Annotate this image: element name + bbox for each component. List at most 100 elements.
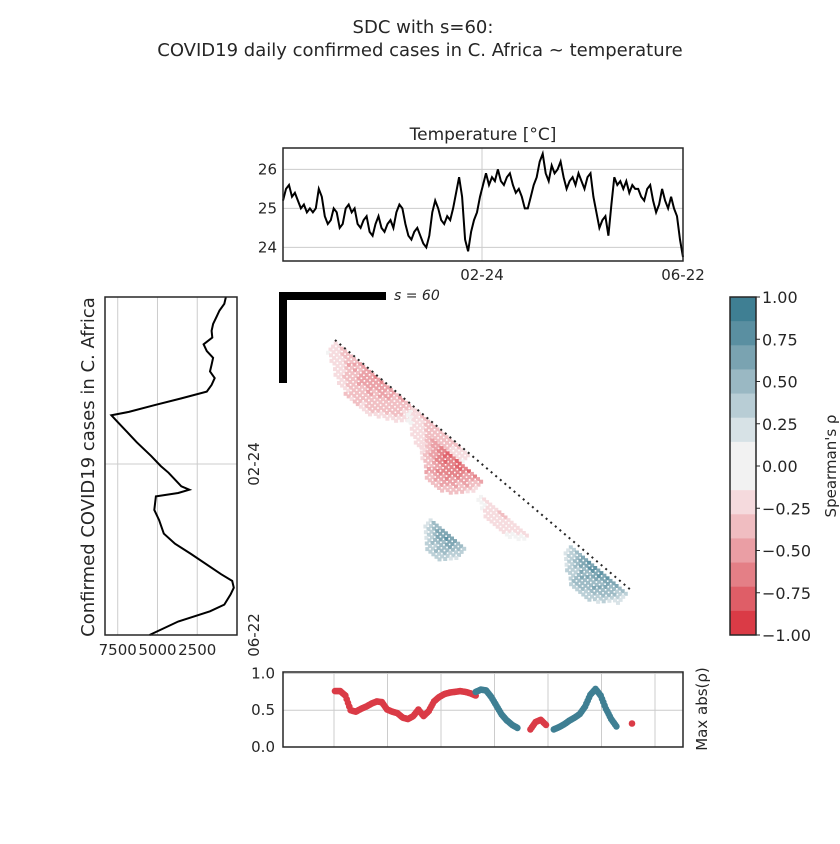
matrix-cell-1	[435, 433, 440, 438]
matrix-cell-2	[461, 475, 466, 480]
matrix-cell-1	[438, 430, 443, 434]
matrix-cell-0	[354, 390, 359, 395]
max-abs-rho-points	[331, 685, 636, 733]
matrix-cell-2	[439, 477, 444, 482]
matrix-cell-5	[570, 562, 575, 567]
max-abs-rho-ytick-label-1: 0.5	[251, 701, 275, 719]
matrix-cell-0	[329, 358, 334, 363]
matrix-cell-1	[406, 418, 411, 423]
matrix-cell-1	[410, 406, 415, 411]
matrix-cell-5	[601, 599, 606, 604]
matrix-cell-2	[446, 456, 450, 461]
matrix-cell-1	[411, 412, 416, 417]
matrix-cell-0	[346, 357, 351, 362]
matrix-cell-2	[436, 449, 441, 454]
matrix-cell-1	[409, 426, 414, 431]
matrix-cell-2	[433, 440, 438, 445]
matrix-cell-0	[349, 391, 354, 396]
matrix-cell-2	[435, 469, 440, 474]
matrix-cell-0	[338, 361, 343, 365]
matrix-cell-3	[433, 537, 438, 542]
matrix-cell-5	[579, 570, 584, 574]
matrix-cell-5	[616, 600, 620, 605]
matrix-cell-2	[430, 480, 435, 485]
matrix-cell-5	[599, 576, 604, 581]
matrix-cell-0	[376, 377, 381, 382]
matrix-cell-1	[418, 428, 423, 433]
matrix-cell-0	[340, 383, 345, 388]
matrix-cell-4	[503, 515, 508, 520]
matrix-cell-5	[613, 598, 617, 603]
matrix-cell-2	[423, 464, 428, 469]
matrix-cell-0	[399, 418, 404, 423]
matrix-cell-0	[374, 392, 379, 396]
matrix-cell-0	[363, 393, 368, 397]
matrix-cell-2	[460, 489, 465, 494]
matrix-cell-2	[468, 486, 473, 491]
matrix-cell-5	[594, 582, 599, 587]
matrix-cell-5	[621, 594, 626, 599]
matrix-cell-2	[467, 480, 472, 485]
matrix-cell-0	[364, 404, 369, 409]
matrix-cell-3	[459, 544, 464, 549]
matrix-cell-2	[465, 489, 470, 494]
matrix-cell-5	[578, 558, 583, 563]
matrix-cell-5	[565, 568, 570, 573]
matrix-cell-0	[346, 363, 351, 368]
matrix-cell-0	[336, 344, 341, 349]
matrix-cell-0	[358, 404, 363, 409]
matrix-cell-0	[370, 409, 375, 414]
matrix-cell-0	[332, 361, 337, 366]
colorbar-level-11	[730, 562, 756, 588]
matrix-cell-0	[353, 373, 358, 378]
matrix-cell-0	[388, 413, 392, 418]
matrix-cell-0	[365, 378, 370, 383]
matrix-cell-1	[456, 445, 461, 450]
matrix-cell-3	[433, 543, 438, 548]
matrix-cell-4	[479, 494, 483, 499]
matrix-cell-1	[441, 432, 446, 437]
matrix-cell-0	[341, 363, 346, 368]
matrix-cell-5	[577, 584, 582, 589]
matrix-cell-5	[597, 579, 602, 584]
matrix-cell-0	[396, 410, 401, 415]
matrix-cell-0	[361, 370, 366, 375]
matrix-cell-0	[340, 358, 345, 362]
matrix-cell-4	[507, 529, 512, 534]
matrix-cell-0	[390, 410, 395, 415]
matrix-cell-1	[412, 423, 417, 428]
matrix-cell-2	[462, 486, 467, 491]
cases-xtick-label-0: 7500	[99, 641, 137, 659]
matrix-cell-1	[409, 421, 414, 426]
matrix-cell-3	[459, 549, 464, 554]
matrix-cell-5	[603, 590, 608, 595]
matrix-cell-0	[357, 382, 361, 387]
matrix-cell-5	[609, 590, 614, 595]
matrix-cell-0	[346, 388, 351, 393]
matrix-cell-1	[429, 422, 434, 427]
matrix-cell-1	[424, 428, 429, 433]
matrix-cell-2	[460, 464, 465, 469]
matrix-cell-4	[501, 529, 506, 534]
matrix-cell-0	[368, 386, 373, 391]
matrix-cell-3	[437, 526, 442, 531]
matrix-cell-0	[339, 377, 344, 382]
matrix-cell-2	[432, 466, 437, 471]
matrix-cell-3	[424, 541, 429, 546]
matrix-cell-2	[430, 469, 434, 474]
matrix-cell-0	[381, 397, 385, 402]
matrix-cell-1	[426, 425, 431, 430]
matrix-cell-2	[422, 453, 427, 458]
matrix-cell-4	[516, 537, 521, 542]
matrix-cell-2	[425, 444, 430, 449]
matrix-cell-1	[418, 423, 422, 428]
matrix-cell-0	[399, 412, 404, 417]
matrix-cell-4	[513, 534, 518, 539]
matrix-cell-0	[364, 367, 369, 372]
matrix-cell-3	[445, 553, 450, 558]
matrix-cell-4	[491, 505, 496, 510]
matrix-cell-0	[359, 373, 364, 378]
temperature-panel: Temperature [°C] 24 25 26 02-24 06-22	[258, 125, 705, 284]
matrix-cell-0	[374, 386, 379, 391]
matrix-cell-5	[580, 586, 585, 591]
